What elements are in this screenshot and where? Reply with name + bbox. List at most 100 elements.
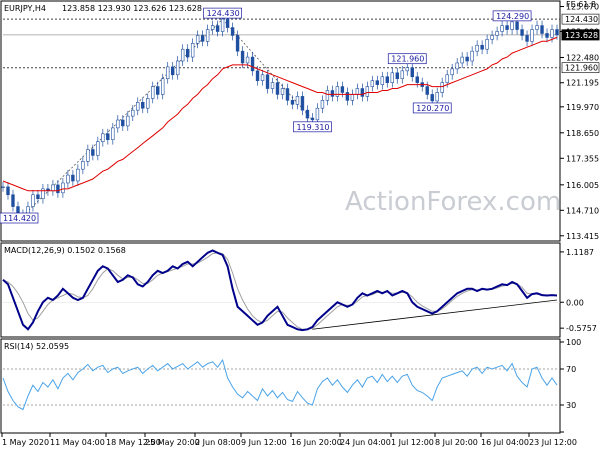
price-candle — [106, 133, 110, 140]
price-candle — [151, 86, 155, 99]
rsi-y-tick-label: 70 — [566, 365, 576, 374]
price-panel-frame — [0, 0, 561, 242]
price-y-tick-label: 125.070 — [566, 3, 599, 12]
price-candle — [525, 35, 529, 42]
price-candle — [445, 74, 449, 83]
price-annotation-box — [492, 10, 532, 22]
price-candle — [76, 168, 80, 182]
price-candle — [450, 68, 454, 76]
price-candle — [166, 66, 170, 80]
price-candle — [360, 88, 365, 97]
macd-y-tick-label: -0.5757 — [566, 324, 597, 333]
price-candle — [425, 86, 429, 95]
price-candle — [550, 29, 554, 38]
price-candle — [161, 78, 165, 95]
price-candle — [475, 44, 479, 52]
price-candle — [435, 92, 439, 102]
price-y-tick-label: 113.415 — [566, 232, 599, 241]
price-candle — [295, 96, 300, 105]
price-candle — [205, 29, 210, 42]
price-annotation-label: 121.960 — [391, 55, 424, 64]
x-tick-label: 16 Jul 04:00 — [481, 438, 529, 447]
price-candle — [101, 133, 105, 142]
price-candle — [136, 102, 140, 111]
x-tick-label: 1 May 2020 — [2, 438, 49, 447]
price-candle — [430, 94, 434, 102]
price-candle — [540, 25, 544, 34]
price-candle — [131, 109, 135, 117]
price-candle — [1, 186, 5, 188]
watermark-text: ActionForex.com — [345, 187, 561, 217]
price-level-label: 124.430 — [565, 15, 598, 24]
price-candle — [380, 76, 385, 85]
price-candle — [505, 25, 509, 30]
price-annotation-box — [293, 121, 332, 133]
price-candle — [111, 127, 115, 140]
x-tick-label: 11 May 04:00 — [50, 438, 105, 447]
price-candle — [280, 88, 285, 95]
price-candle — [215, 25, 220, 32]
price-annotation-label: 124.290 — [496, 12, 529, 21]
price-y-tick-label: 121.195 — [566, 79, 599, 88]
price-candle — [405, 67, 409, 72]
price-candle — [116, 119, 120, 129]
macd-main-line — [2, 249, 558, 332]
price-candle — [495, 31, 499, 36]
x-tick-label: 18 May 12:00 — [106, 438, 161, 447]
price-level-box — [561, 13, 600, 25]
price-candle — [310, 117, 315, 121]
price-candle — [270, 82, 275, 89]
price-candle — [210, 25, 215, 30]
price-candle — [200, 35, 205, 42]
price-candle — [500, 25, 504, 32]
rsi-line — [2, 358, 558, 411]
price-candle — [41, 188, 45, 199]
price-candle — [31, 194, 35, 207]
price-candle — [61, 182, 65, 194]
price-candle — [86, 149, 90, 162]
price-annotation-box — [387, 53, 427, 65]
price-candle — [415, 76, 419, 83]
price-candle — [320, 100, 325, 109]
price-annotation-box — [203, 7, 242, 19]
price-candle — [350, 94, 355, 101]
price-candle — [335, 86, 340, 97]
current-price-label: 123.628 — [565, 31, 598, 40]
price-y-tick-label: 118.650 — [566, 129, 599, 138]
price-candle — [225, 18, 230, 28]
macd-trendline — [312, 299, 558, 330]
price-candle — [146, 98, 150, 109]
price-candle — [370, 80, 375, 87]
macd-y-tick-label: 0.00 — [566, 298, 584, 307]
price-candle — [91, 149, 95, 156]
x-tick-label: 1 Jul 12:00 — [391, 438, 434, 447]
price-candle — [170, 66, 175, 76]
price-annotation-label: 124.430 — [207, 9, 240, 18]
macd-y-tick-label: 1.1187 — [566, 248, 594, 257]
x-tick-label: 9 Jun 12:00 — [241, 438, 287, 447]
price-annotation-label: 119.310 — [296, 123, 329, 132]
price-candle — [141, 102, 145, 109]
price-y-tick-label: 117.355 — [566, 154, 599, 163]
price-candle — [175, 60, 180, 76]
price-candle — [290, 100, 295, 105]
price-candle — [465, 56, 469, 62]
price-candle — [325, 90, 330, 101]
price-candle — [240, 50, 245, 64]
price-candle — [235, 35, 240, 52]
price-candle — [515, 21, 519, 30]
price-y-tick-label: 122.480 — [566, 53, 599, 62]
price-candle — [375, 80, 380, 85]
price-candle — [255, 70, 260, 81]
price-candle — [510, 21, 514, 30]
price-candle — [300, 96, 305, 111]
price-candle — [6, 186, 10, 196]
price-candle — [480, 44, 484, 50]
rsi-panel: 100 70 30 — [2, 338, 581, 433]
price-header-ohlc: 123.858 123.930 123.626 123.628 — [62, 4, 202, 13]
price-candle — [71, 174, 75, 182]
price-candle — [345, 92, 350, 101]
price-y-tick-label: 119.970 — [566, 103, 599, 112]
x-tick-label: 16 Jun 20:00 — [291, 438, 342, 447]
